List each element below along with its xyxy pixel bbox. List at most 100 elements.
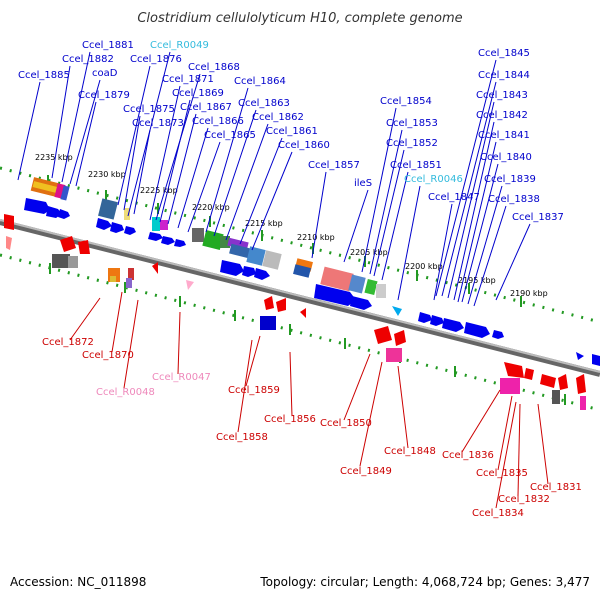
reverse-leader-line [495,401,517,509]
forward-leader-line [473,205,507,307]
gene-label: Ccel_1842 [476,110,528,121]
scale-label: 2220 kbp [192,203,230,212]
forward-leader-line [467,185,503,305]
forward-leader-line [457,141,497,303]
gene-label: Ccel_1853 [386,118,438,129]
forward-leader-line [149,85,181,221]
forward-leader-line [495,223,531,301]
gene-label: Ccel_1849 [340,466,392,477]
forward-leader-line [441,81,497,297]
gene-label: Ccel_1832 [498,494,550,505]
gene-label: Ccel_1861 [266,126,318,137]
gene-label: Ccel_1869 [172,88,224,99]
scale-label: 2215 kbp [245,219,283,228]
forward-leader-line [397,185,421,301]
scale-label: 2210 kbp [297,233,335,242]
genome-backbone-highlight [0,219,600,373]
reverse-leader-line [537,403,549,485]
gene-label: Ccel_1864 [234,76,286,87]
gene-label: Ccel_1860 [278,140,330,151]
gene-label: Ccel_1835 [476,468,528,479]
forward-leader-line [69,79,101,185]
scale-label: 2200 kbp [405,262,443,271]
forward-leader-line [381,171,409,281]
gene-label: Ccel_R0047 [152,372,211,383]
gene-label: Ccel_1851 [390,160,442,171]
genome-backbone [0,219,600,377]
gene-label: Ccel_1844 [478,70,530,81]
forward-leader-line [159,99,191,223]
reverse-leader-line [359,361,383,467]
gene-label: coaD [92,68,118,79]
forward-leader-line [61,51,91,183]
forward-leader-line [177,127,209,229]
gene-label: Ccel_1838 [488,194,540,205]
topology-text: Topology: circular; Length: 4,068,724 bp… [259,575,590,589]
gene-label: Ccel_1837 [512,212,564,223]
reverse-leader-line [343,353,371,421]
gene-label: Ccel_1857 [308,160,360,171]
scale-label: 2230 kbp [88,170,126,179]
scale-labels: 2235 kbp 2230 kbp 2225 kbp 2220 kbp 2215… [35,153,548,298]
gene-label: Ccel_1876 [130,54,182,65]
gene-label: Ccel_1868 [188,62,240,73]
reverse-leader-line [289,351,293,417]
gene-label: Ccel_1858 [216,432,268,443]
reverse-leader-line [517,403,521,497]
gene-label: Ccel_R0048 [96,387,155,398]
forward-leader-line [251,151,293,251]
gene-label: Ccel_1856 [264,414,316,425]
gene-label: Ccel_1885 [18,70,70,81]
label-leader-lines [17,51,549,509]
gene-label: Ccel_1882 [62,54,114,65]
gene-label: Ccel_1870 [82,350,134,361]
gene-label: Ccel_1841 [478,130,530,141]
gene-label: Ccel_1859 [228,385,280,396]
gene-label: Ccel_1881 [82,40,134,51]
forward-leader-line [225,123,269,241]
forward-leader-line [369,129,403,275]
reverse-leader-line [237,339,253,433]
gene-label: Ccel_1852 [386,138,438,149]
gene-label: Ccel_1875 [123,104,175,115]
forward-gene-labels: Ccel_1885 Ccel_1882 Ccel_1881 coaD Ccel_… [18,40,564,223]
gene-label: Ccel_1866 [192,116,244,127]
gene-label: Ccel_1879 [78,90,130,101]
forward-leader-line [123,115,141,211]
reverse-leader-line [69,297,101,341]
reverse-gene-labels: Ccel_1872 Ccel_1870 Ccel_R0048 Ccel_R004… [42,337,582,519]
reverse-genes [4,214,586,410]
scale-label: 2195 kbp [458,276,496,285]
reverse-leader-line [111,291,123,353]
forward-leader-line [373,149,405,277]
forward-leader-line [187,141,221,233]
gene-label: Ccel_1836 [442,450,494,461]
forward-leader-line [167,113,197,225]
forward-leader-line [133,129,151,215]
forward-leader-line [213,109,257,237]
gene-label: ileS [354,178,372,189]
scale-label: 2225 kbp [140,186,178,195]
gene-label: Ccel_1843 [476,90,528,101]
gene-label: Ccel_1854 [380,96,432,107]
gene-label: Ccel_1845 [478,48,530,59]
reverse-leader-line [497,395,513,471]
gene-label: Ccel_1850 [320,418,372,429]
gene-label: Ccel_1863 [238,98,290,109]
reverse-leader-line [123,299,139,389]
gene-label: Ccel_1871 [162,74,214,85]
gene-label: Ccel_R0049 [150,40,209,51]
forward-leader-line [433,203,453,301]
forward-leader-line [311,171,327,259]
gene-label: Ccel_1839 [484,174,536,185]
gene-label: Ccel_R0046 [404,174,463,185]
scale-label: 2205 kbp [350,248,388,257]
gene-label: Ccel_1873 [132,118,184,129]
forward-genes [24,177,600,366]
gene-label: Ccel_1831 [530,482,582,493]
accession-text: Accession: NC_011898 [10,575,146,589]
forward-leader-line [435,59,497,297]
gene-label: Ccel_1872 [42,337,94,348]
forward-leader-line [17,81,41,181]
